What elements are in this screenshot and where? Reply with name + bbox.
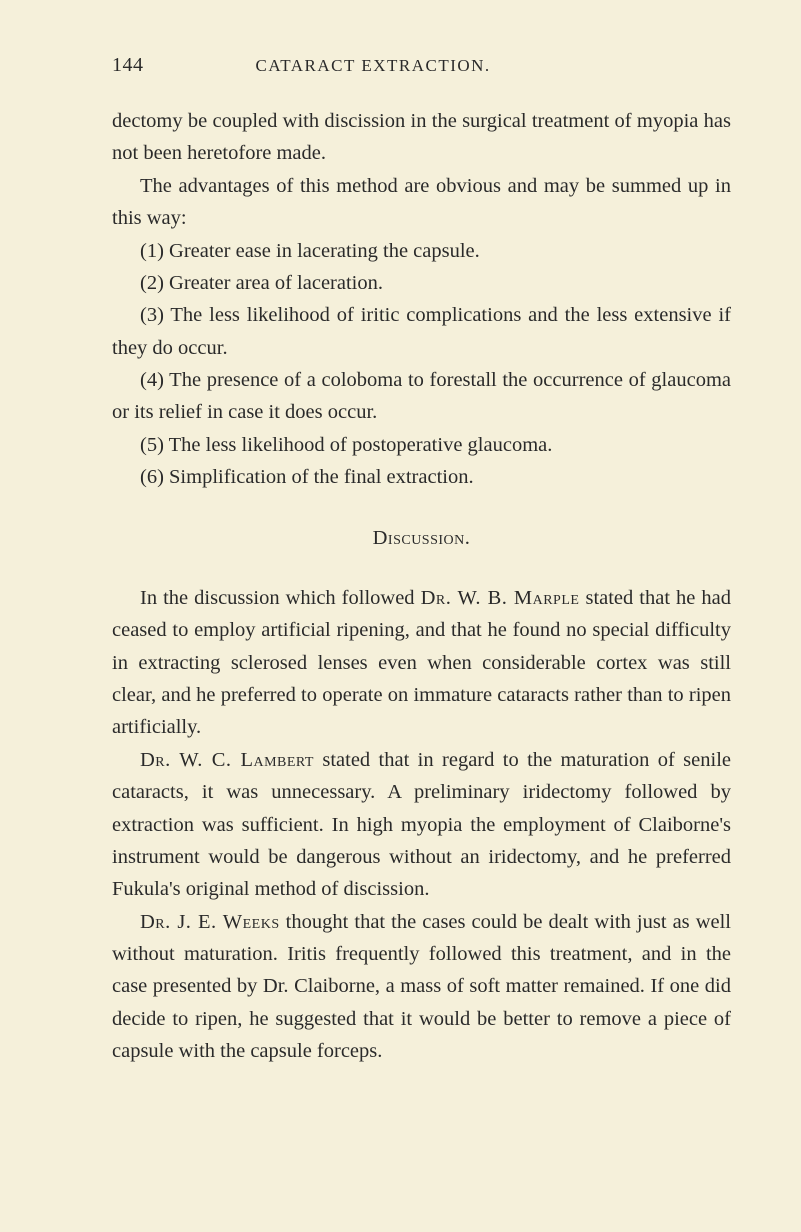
lead-paragraph-1: dectomy be coupled with discission in th… [112, 105, 731, 170]
text-run: In the discussion which followed [140, 587, 421, 609]
list-item: (5) The less likelihood of postoperative… [112, 429, 731, 461]
page-number: 144 [112, 54, 144, 77]
body-text: dectomy be coupled with discission in th… [112, 105, 731, 1068]
list-item: (2) Greater area of laceration. [112, 267, 731, 299]
text-run: stated that he had ceased to employ arti… [112, 587, 731, 739]
discussion-paragraph-3: Dr. J. E. Weeks thought that the cases c… [112, 906, 731, 1068]
lead-paragraph-2: The advantages of this method are obviou… [112, 170, 731, 235]
heading-rest: iscussion. [388, 527, 470, 549]
list-item: (6) Simplification of the final extracti… [112, 461, 731, 493]
page: 144 CATARACT EXTRACTION. dectomy be coup… [0, 0, 801, 1232]
running-head: CATARACT EXTRACTION. [256, 56, 491, 76]
speaker-name: Dr. W. B. Marple [421, 587, 580, 609]
header-row: 144 CATARACT EXTRACTION. [112, 54, 731, 77]
list-item: (1) Greater ease in lacerating the capsu… [112, 235, 731, 267]
discussion-paragraph-2: Dr. W. C. Lambert stated that in regard … [112, 744, 731, 906]
discussion-heading: Discussion. [112, 522, 731, 554]
list-item: (4) The presence of a coloboma to forest… [112, 364, 731, 429]
text-run: stated that in regard to the maturation … [112, 749, 731, 901]
heading-cap: D [373, 527, 388, 549]
list-item: (3) The less likelihood of iritic compli… [112, 299, 731, 364]
speaker-name: Dr. J. E. Weeks [140, 911, 280, 933]
discussion-paragraph-1: In the discussion which followed Dr. W. … [112, 582, 731, 744]
advantages-list: (1) Greater ease in lacerating the capsu… [112, 235, 731, 494]
speaker-name: Dr. W. C. Lambert [140, 749, 314, 771]
text-run: thought that the cases could be dealt wi… [112, 911, 731, 1063]
